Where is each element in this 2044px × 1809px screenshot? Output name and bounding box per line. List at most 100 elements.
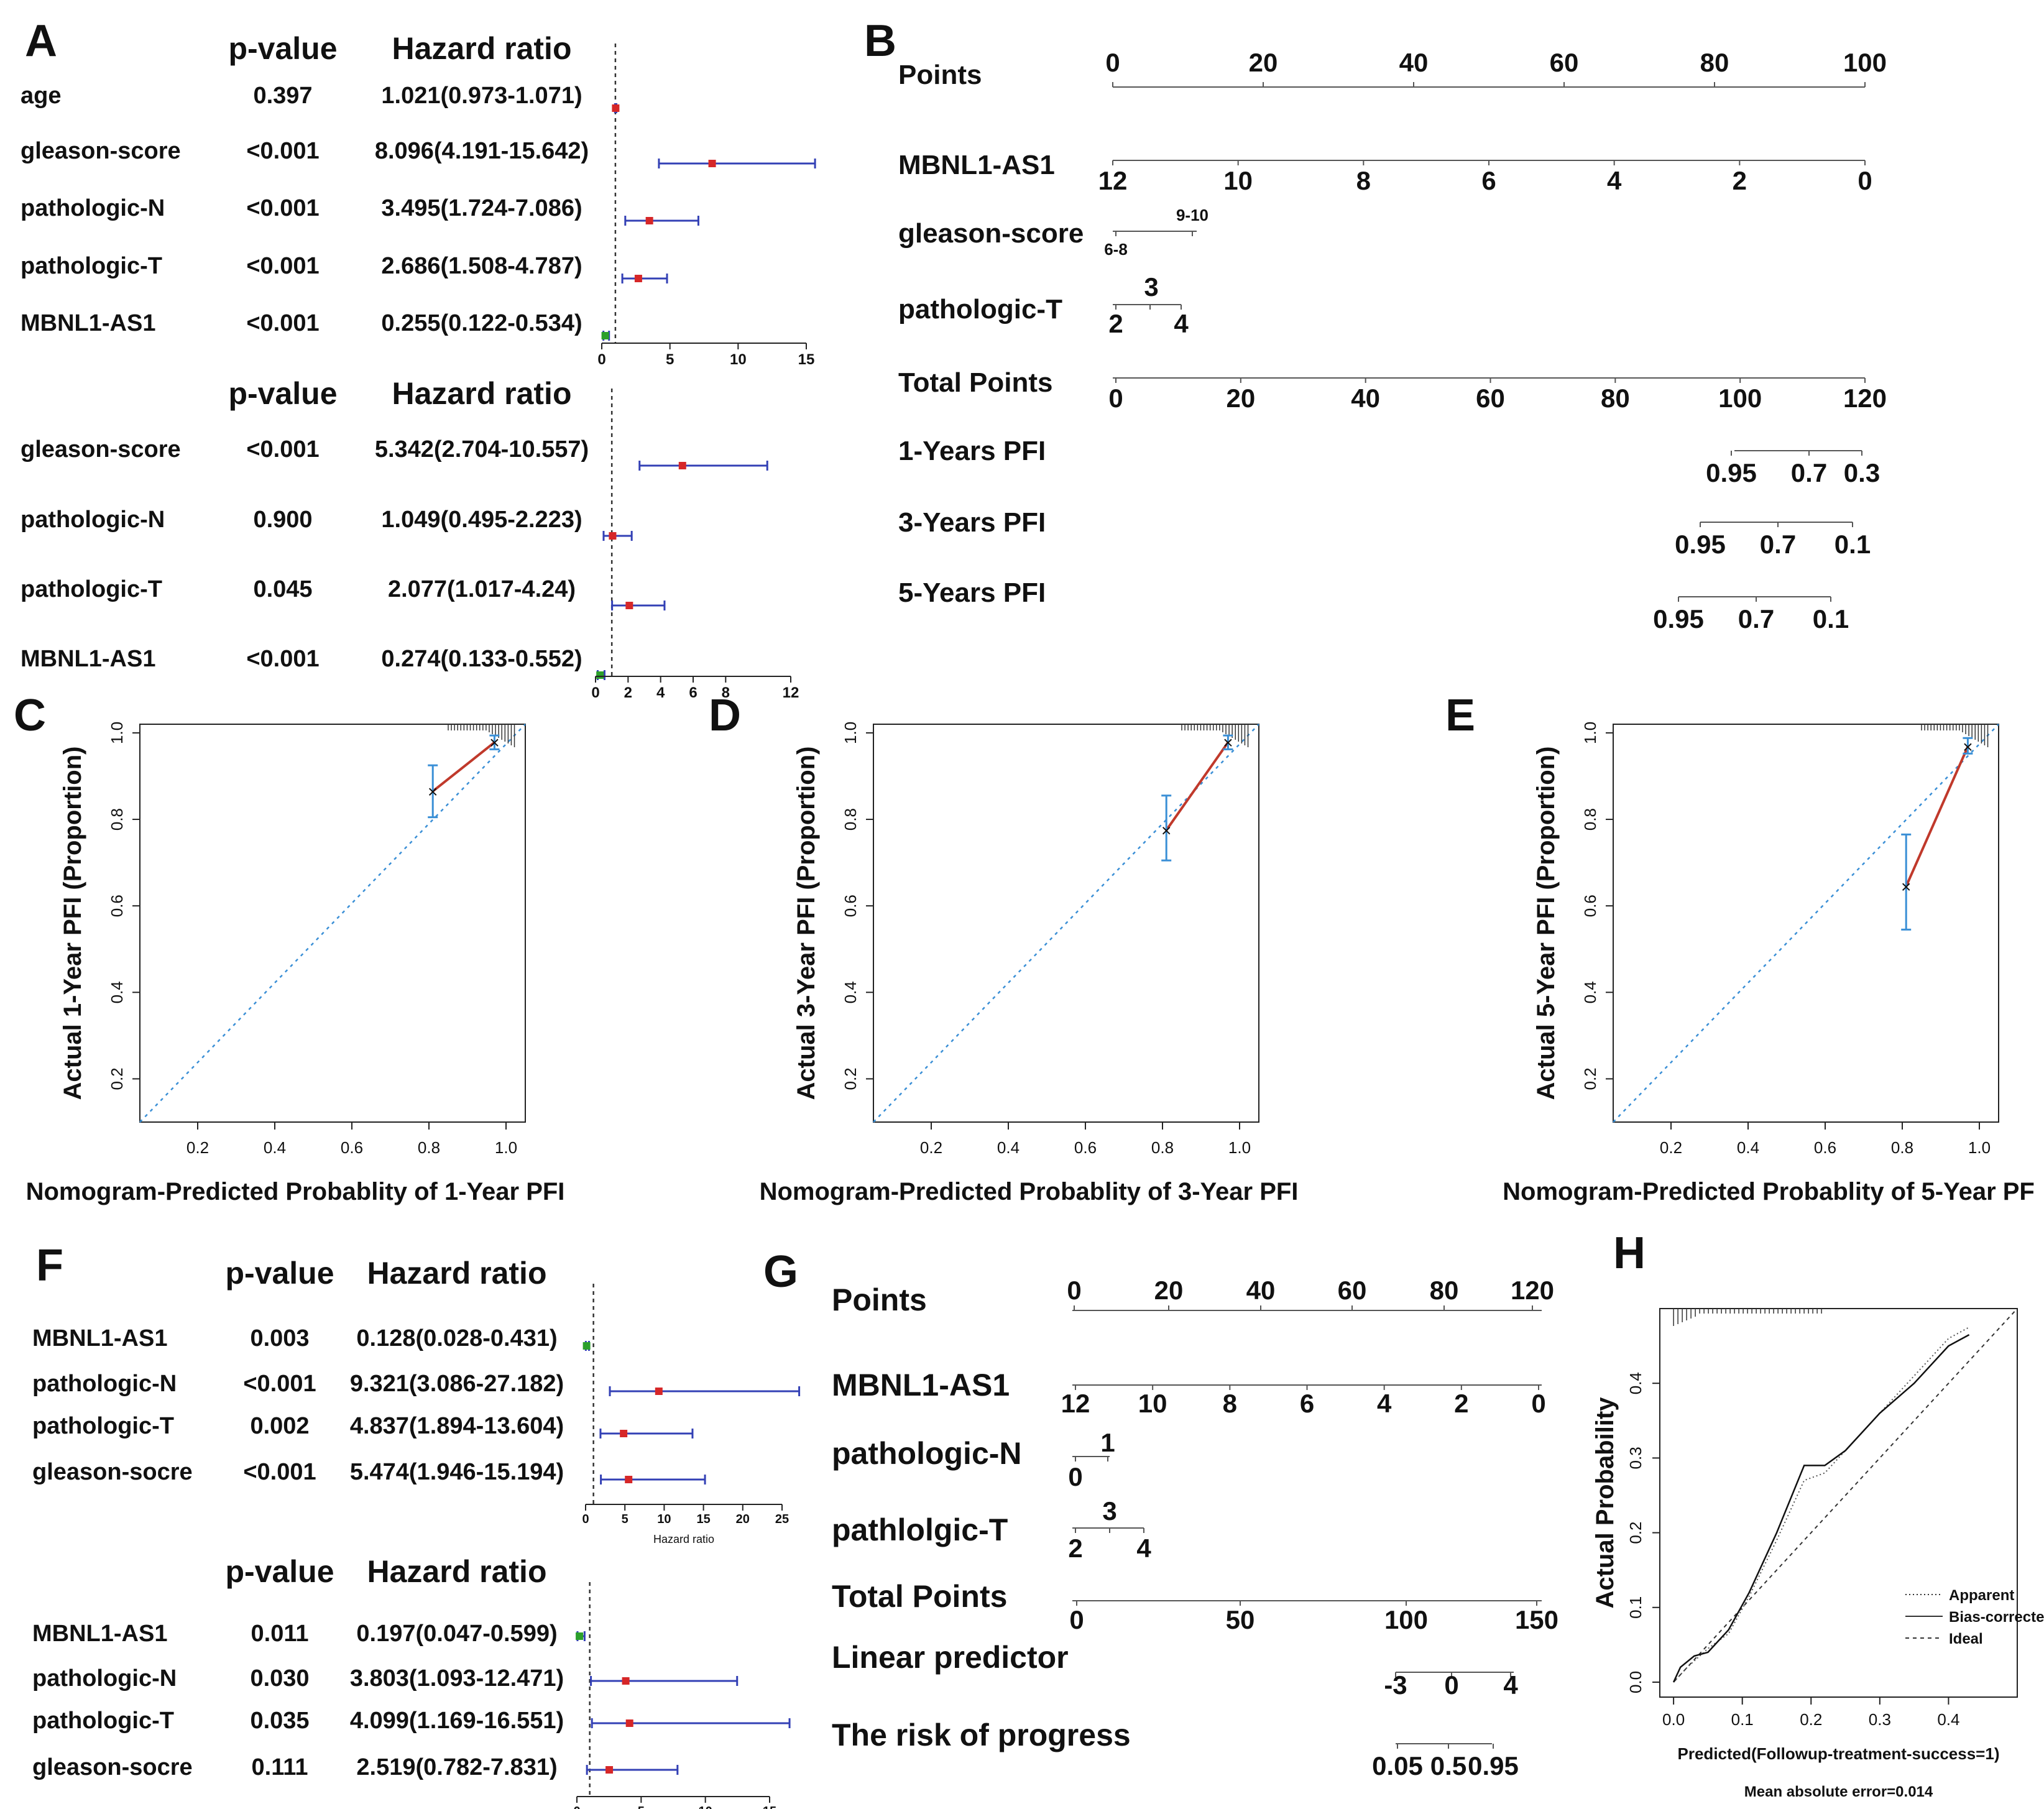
nomogram-row-label: 5-Years PFI [898,578,1046,608]
p-value-header: p-value [228,376,337,411]
row-label: pathologic-N [21,507,165,533]
ideal-diagonal [1613,724,1999,1123]
nomogram-tick-label: 0 [1108,384,1123,413]
hazard-ratio-header: Hazard ratio [392,31,572,66]
x-tick-label: 5 [638,1805,645,1809]
x-tick-label: 0.2 [1660,1138,1682,1157]
row-hazard-ratio: 5.342(2.704-10.557) [375,436,589,463]
hr-point [625,602,633,609]
panel-letter-e: E [1445,691,1475,740]
nomogram-tick-label: 4 [1503,1670,1518,1700]
calibration-line [1165,742,1230,831]
nomogram-tick-label: 0.7 [1738,604,1774,633]
nomogram-row-label: The risk of progress [832,1718,1131,1752]
row-label: pathologic-N [32,1665,177,1692]
x-tick-label: 0.8 [1151,1138,1174,1157]
y-tick-label: 0.2 [108,1067,126,1090]
y-tick-label: 0.2 [1581,1067,1600,1090]
ideal-diagonal [139,724,526,1123]
x-tick-label: 15 [696,1512,710,1526]
nomogram-row-label: 3-Years PFI [898,507,1046,538]
row-hazard-ratio: 8.096(4.191-15.642) [375,138,589,164]
x-tick-label: 0.6 [1074,1138,1097,1157]
x-tick-label: 1.0 [1968,1138,1991,1157]
nomogram-tick-label: 40 [1246,1276,1276,1305]
x-tick-label: 0 [573,1805,580,1809]
nomogram-tick-label: 100 [1384,1605,1428,1634]
x-tick-label: 1.0 [495,1138,517,1157]
nomogram-tick-label: 6-8 [1104,240,1128,259]
row-hazard-ratio: 4.837(1.894-13.604) [350,1413,564,1439]
row-label: MBNL1-AS1 [32,1621,167,1647]
nomogram-tick-label: 0.1 [1835,530,1871,559]
nomogram-tick-label: 3 [1102,1496,1116,1526]
nomogram-tick-label: 150 [1515,1605,1558,1634]
hr-point [678,462,686,469]
nomogram-tick-label: 60 [1338,1276,1367,1305]
row-hazard-ratio: 1.049(0.495-2.223) [381,507,582,533]
x-tick-label: 0.2 [920,1138,942,1157]
p-value-header: p-value [225,1256,334,1291]
nomogram-tick-label: 2 [1108,309,1123,338]
y-axis-label: Actual Probability [1591,1397,1619,1609]
hr-point [582,1342,591,1350]
panel-d-calibration: D 0.2 0.4 0.6 0.8 1.0 0.2 0.4 0.6 0.8 1.0 × × Nomogra… [709,691,1298,1205]
row-p-value: <0.001 [243,1459,316,1485]
row-hazard-ratio: 4.099(1.169-16.551) [350,1708,564,1734]
x-tick-label: 0 [591,684,599,701]
nomogram-tick-label: 0.95 [1706,458,1757,487]
y-tick-label: 1.0 [841,722,860,744]
nomogram-tick-label: 100 [1718,384,1762,413]
panel-e-calibration: E 0.2 0.4 0.6 0.8 1.0 0.2 0.4 0.6 0.8 1.0 × × Nomogra… [1445,691,2035,1205]
nomogram-row-label: pathlolgic-T [832,1512,1008,1547]
x-tick-label: 0.6 [341,1138,363,1157]
row-p-value: 0.002 [250,1413,309,1439]
hr-point [596,671,604,679]
nomogram-tick-label: 0.7 [1791,458,1827,487]
nomogram-tick-label: 0.3 [1844,458,1880,487]
hr-point [708,160,716,167]
row-label: MBNL1-AS1 [21,646,155,672]
x-tick-label: 0.0 [1662,1710,1685,1729]
x-tick-label: 12 [783,684,799,701]
hazard-ratio-header: Hazard ratio [367,1554,547,1589]
row-label: pathologic-T [21,576,162,602]
row-p-value: 0.011 [251,1621,309,1647]
nomogram-tick-label: 0 [1531,1389,1545,1418]
nomogram-tick-label: 20 [1154,1276,1184,1305]
x-tick-label: 8 [722,684,730,701]
row-p-value: <0.001 [246,646,319,672]
nomogram-tick-label: 6 [1300,1389,1314,1418]
p-value-header: p-value [225,1554,334,1589]
plot-frame [139,724,526,1123]
x-tick-label: 6 [689,684,697,701]
calibration-point: × [428,782,438,801]
y-tick-label: 0.6 [1581,895,1600,917]
hr-point [625,1476,633,1483]
nomogram-tick-label: 0.1 [1813,604,1849,633]
calibration-point: × [1901,877,1911,896]
nomogram-row-label: Points [898,60,982,90]
nomogram-tick-label: 6 [1481,166,1496,195]
row-hazard-ratio: 0.255(0.122-0.534) [381,310,582,336]
y-tick-label: 0.2 [841,1067,860,1090]
nomogram-row-label: Total Points [898,367,1053,398]
plot-frame [873,724,1259,1123]
nomogram-tick-label: 60 [1550,48,1579,77]
hr-point [620,1430,628,1437]
y-tick-label: 0.4 [1626,1372,1645,1394]
row-label: gleason-score [21,436,181,463]
nomogram-tick-label: 9-10 [1176,206,1208,224]
row-hazard-ratio: 0.197(0.047-0.599) [356,1621,557,1647]
row-p-value: <0.001 [243,1371,316,1397]
panel-letter-g: G [763,1247,798,1297]
nomogram-row-label: Points [832,1282,927,1317]
x-tick-label: 5 [666,351,674,368]
nomogram-tick-label: 2 [1733,166,1747,195]
nomogram-tick-label: 2 [1454,1389,1468,1418]
nomogram-tick-label: 3 [1144,272,1158,302]
row-hazard-ratio: 5.474(1.946-15.194) [350,1459,564,1485]
